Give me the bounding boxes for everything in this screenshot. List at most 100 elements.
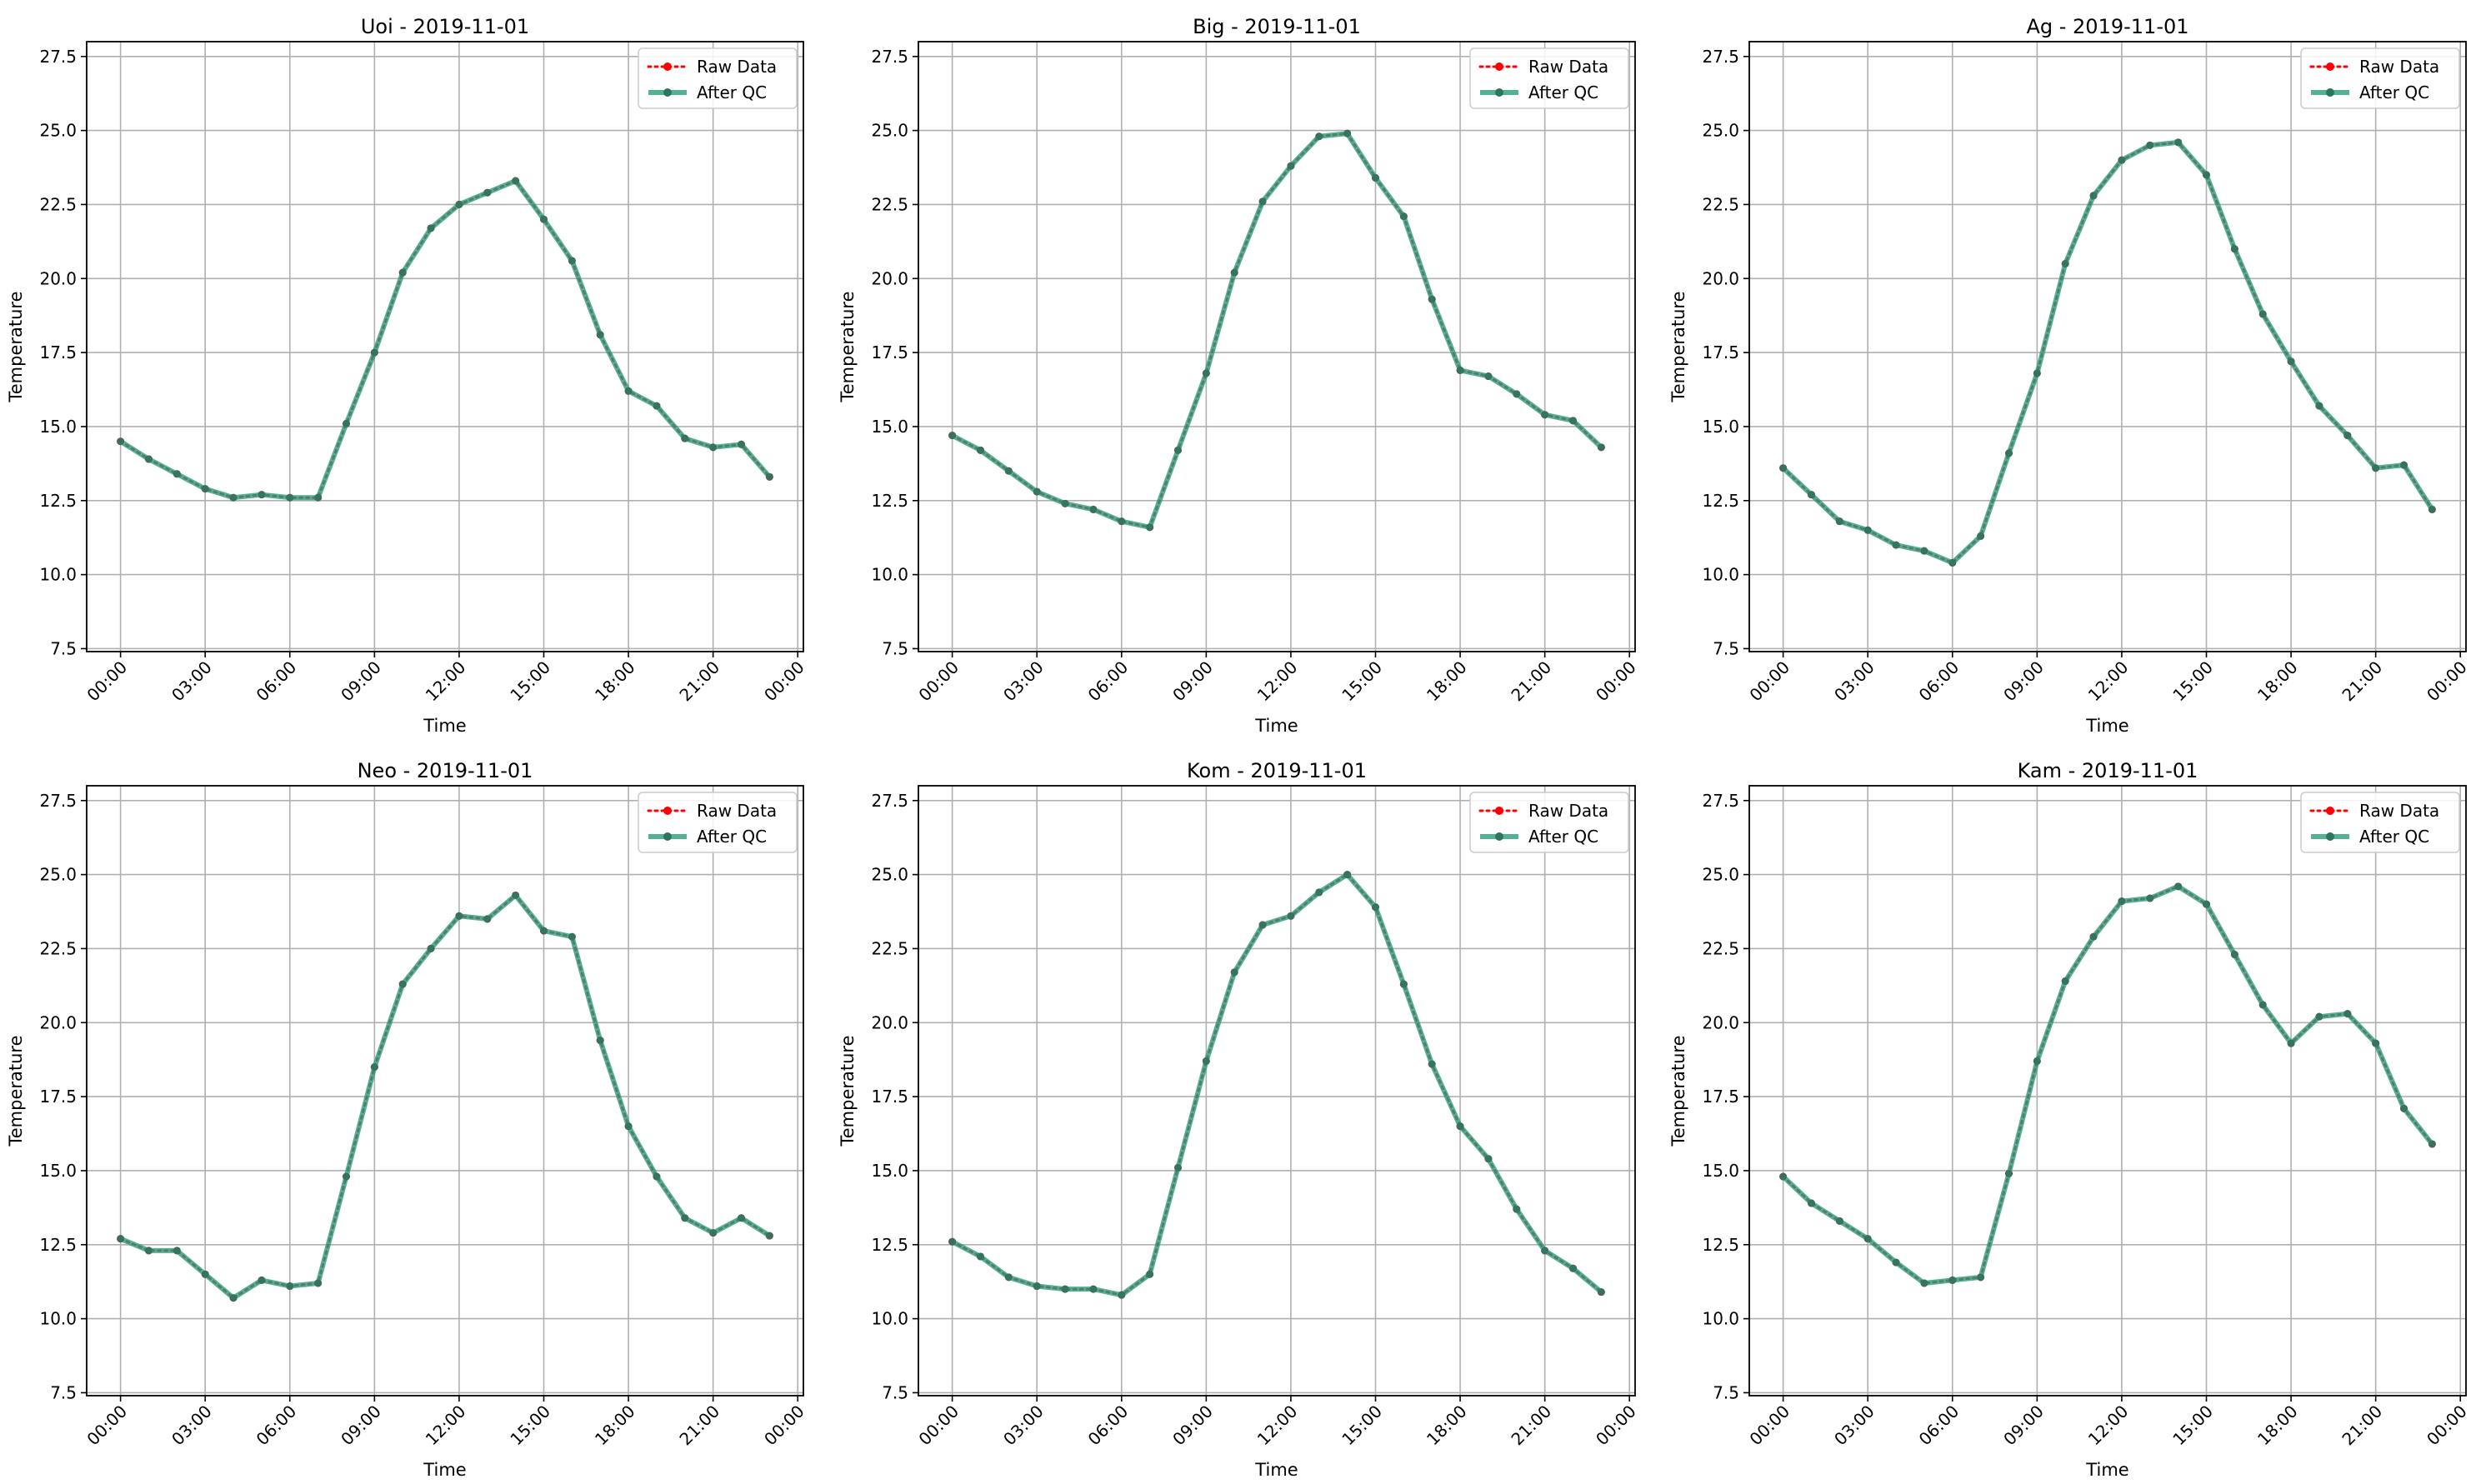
after-qc-point [2287,1039,2295,1047]
after-qc-line [119,892,771,1301]
after-qc-point [1977,532,1985,540]
after-qc-point [2146,141,2154,149]
after-qc-point [1118,517,1126,526]
after-qc-point [1258,197,1267,206]
x-tick-label: 09:00 [1168,657,1217,706]
legend-label: After QC [2359,82,2429,102]
x-tick-label: 18:00 [2253,657,2302,706]
after-qc-point [1287,912,1295,920]
after-qc-point [2061,977,2069,986]
y-tick-label: 22.5 [871,194,908,214]
legend-label: Raw Data [2359,801,2439,821]
x-tick-label: 15:00 [1338,657,1386,706]
plot-frame [86,41,804,652]
legend: Raw Data After QC [638,792,798,853]
legend-marker-qc [663,832,672,841]
legend-marker-raw [2326,62,2334,71]
after-qc-point [286,1282,294,1291]
x-tick-label: 12:00 [1253,1402,1302,1450]
x-tick-label: 21:00 [675,657,723,706]
after-qc-point [1779,464,1788,472]
after-qc-point [1089,505,1098,513]
x-tick-label: 06:00 [253,657,301,706]
after-qc-point [1541,1247,1549,1255]
after-qc-point [117,1235,125,1243]
after-qc-point [1202,369,1210,377]
y-tick-label: 12.5 [871,491,908,511]
after-qc-point [1089,1285,1098,1293]
after-qc-point [2203,900,2211,908]
after-qc-point [427,224,435,232]
after-qc-point [258,491,266,499]
after-qc-point [1892,541,1900,549]
y-tick-label: 27.5 [871,791,908,811]
after-qc-point [2315,402,2323,410]
after-qc-point [201,1270,209,1278]
after-qc-point [948,432,957,440]
x-tick-label: 09:00 [337,1402,385,1450]
x-tick-label: 03:00 [168,657,216,706]
plot-frame [918,785,1636,1397]
chart-panel: 7.5 10.0 12.5 15.0 17.5 20.0 22.5 25.0 27.5 00:00… [6,15,808,736]
y-tick-label: 12.5 [1702,1235,1739,1255]
x-tick-label: 09:00 [1168,1402,1217,1450]
legend-marker-raw [663,62,672,71]
legend: Raw Data After QC [638,47,798,109]
x-tick-label: 03:00 [1830,657,1878,706]
x-tick-label: 06:00 [253,1402,301,1450]
y-tick-label: 20.0 [39,268,77,288]
x-tick-label: 03:00 [168,1402,216,1450]
y-tick-label: 7.5 [882,638,908,658]
after-qc-point [568,932,576,941]
after-qc-point [342,1172,350,1181]
after-qc-point [1287,162,1295,170]
y-tick-label: 10.0 [39,1309,77,1329]
legend-label: Raw Data [1528,57,1608,77]
after-qc-point [540,927,548,935]
after-qc-point [1202,1057,1210,1065]
y-tick-label: 15.0 [1702,417,1739,437]
after-qc-point [709,1229,718,1237]
after-qc-point [1920,547,1928,555]
y-tick-label: 20.0 [871,268,908,288]
after-qc-point [144,455,153,463]
y-axis-label: Temperature [1668,1035,1688,1147]
after-qc-point [1541,411,1549,419]
after-qc-point [1258,921,1267,929]
x-axis-label: Time [1254,716,1298,736]
legend-label: Raw Data [697,57,777,77]
x-tick-label: 00:00 [1592,657,1640,706]
after-qc-point [1779,1172,1788,1181]
after-qc-point [2004,449,2013,457]
x-tick-label: 00:00 [2423,657,2471,706]
x-tick-label: 12:00 [2084,1402,2133,1450]
y-tick-label: 7.5 [50,1382,77,1402]
legend-label: After QC [697,82,767,102]
after-qc-point [455,200,463,208]
after-qc-point [1948,1276,1957,1284]
after-qc-point [1597,1288,1605,1297]
chart-panel: 7.5 10.0 12.5 15.0 17.5 20.0 22.5 25.0 27.5 00:00… [838,759,1640,1480]
legend-marker-qc [663,88,672,97]
after-qc-point [2174,882,2183,891]
y-axis-label: Temperature [838,1035,858,1147]
y-tick-label: 12.5 [39,491,77,511]
after-qc-point [2315,1012,2323,1021]
after-qc-point [398,268,407,277]
after-qc-point [1399,212,1408,221]
after-qc-point [2118,897,2126,906]
x-axis-label: Time [423,716,466,736]
after-qc-point [1399,980,1408,988]
after-qc-point [1118,1291,1126,1299]
after-qc-point [398,980,407,988]
after-qc-point [653,402,661,410]
x-tick-label: 18:00 [1423,1402,1471,1450]
after-qc-point [1315,132,1323,141]
x-tick-label: 12:00 [1253,657,1302,706]
y-tick-label: 22.5 [39,938,77,958]
y-tick-label: 10.0 [871,1309,908,1329]
legend: Raw Data After QC [2300,792,2460,853]
x-tick-label: 18:00 [1423,657,1471,706]
y-tick-label: 22.5 [871,938,908,958]
y-tick-label: 15.0 [39,1161,77,1181]
